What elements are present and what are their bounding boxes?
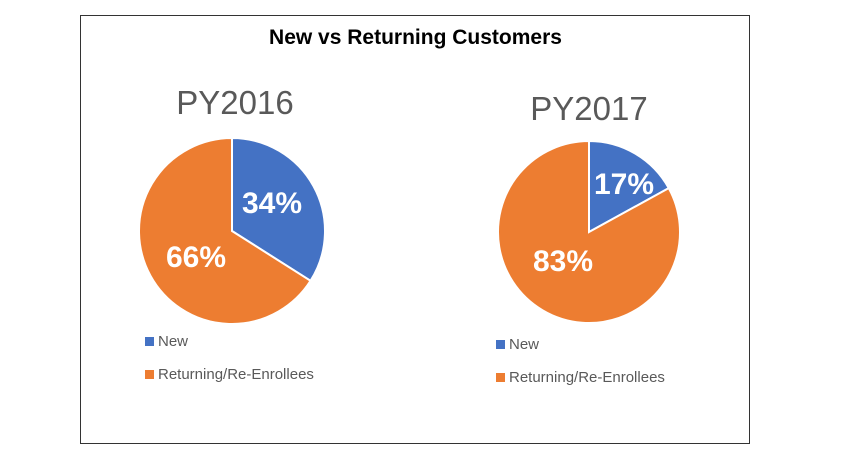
- legend-swatch: [145, 337, 154, 346]
- pie-slice-new: [588, 139, 671, 234]
- data-label: 83%: [533, 245, 593, 278]
- legend-swatch: [145, 370, 154, 379]
- chart-frame: [80, 15, 750, 444]
- pie-slice-returning-re-enrollees: [497, 139, 681, 324]
- legend-swatch: [496, 373, 505, 382]
- data-label: 66%: [166, 241, 226, 274]
- legend-label: Returning/Re-Enrollees: [509, 369, 665, 386]
- pie-title-py2017: PY2017: [530, 90, 648, 127]
- chart-title: New vs Returning Customers: [269, 26, 562, 49]
- data-label: 17%: [594, 168, 654, 201]
- legend-label: New: [158, 333, 189, 350]
- data-label: 34%: [242, 187, 302, 220]
- legend-label: Returning/Re-Enrollees: [158, 366, 314, 383]
- legend-label: New: [509, 336, 540, 353]
- legend-item-new-2016: New: [145, 333, 188, 350]
- legend-item-returning-2016: Returning/Re-Enrollees: [145, 366, 314, 383]
- pie-slice-returning-re-enrollees: [138, 136, 312, 325]
- legend-item-new-2017: New: [496, 336, 539, 353]
- pie-title-py2016: PY2016: [176, 84, 294, 121]
- legend-swatch: [496, 340, 505, 349]
- legend-item-returning-2017: Returning/Re-Enrollees: [496, 369, 665, 386]
